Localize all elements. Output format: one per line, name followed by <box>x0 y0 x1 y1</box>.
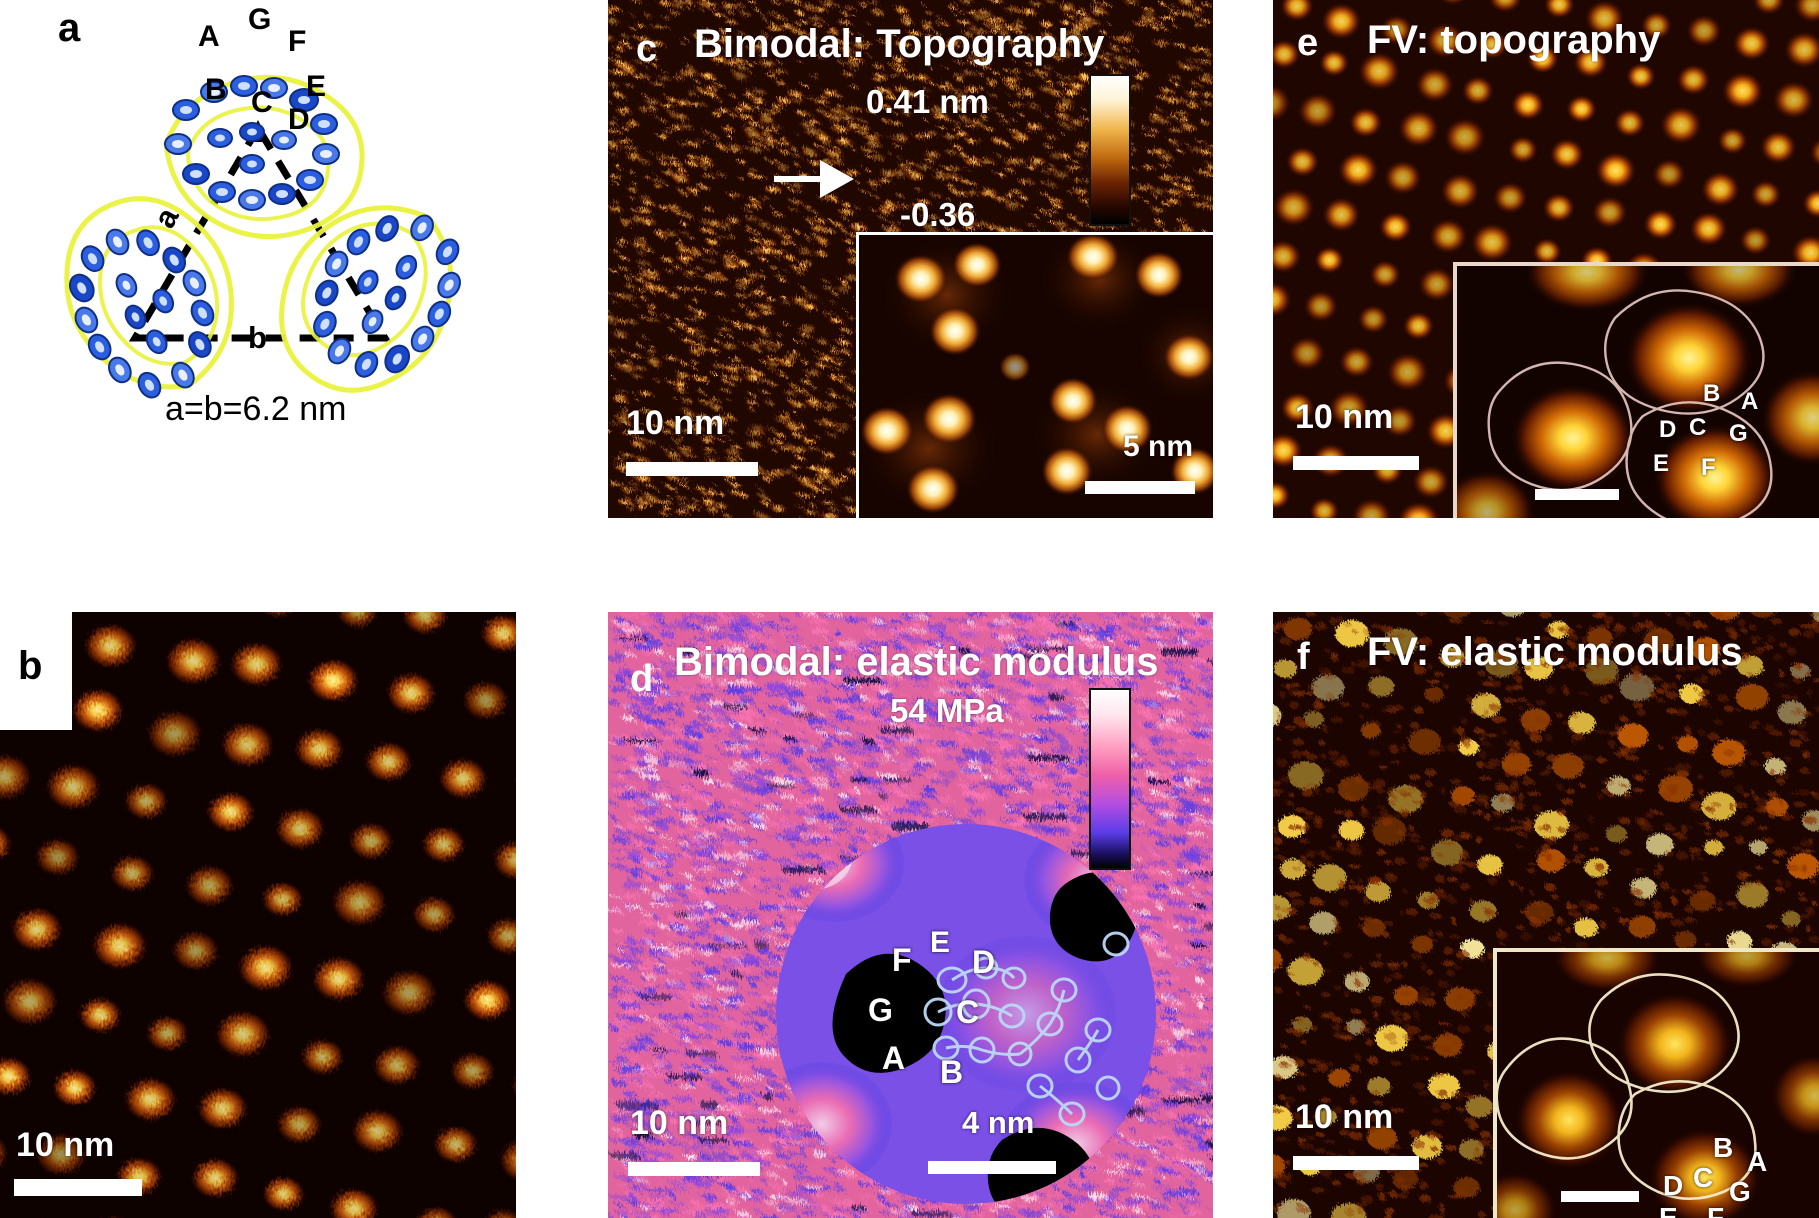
panel-d-inset-subunit-E: E <box>930 926 951 959</box>
panel-b-corner-notch <box>0 612 72 730</box>
panel-e-letter: e <box>1297 22 1319 64</box>
panel-e-inset-subunit-F: F <box>1701 454 1716 481</box>
panel-f-fv-elastic-modulus: f FV: elastic modulus 10 nm <box>1273 612 1819 1218</box>
panel-c-inset-scale-label: 5 nm <box>1122 430 1193 463</box>
panel-c-scale-label: 10 nm <box>626 404 725 442</box>
panel-c-colorbar-min: -0.36 <box>900 196 976 233</box>
panel-d-letter: d <box>630 658 654 700</box>
panel-d-inset-scale-bar <box>928 1161 1056 1174</box>
subunit-label-E: E <box>306 70 327 103</box>
panel-c-arrow-icon <box>774 160 854 198</box>
subunit-label-F: F <box>288 25 307 58</box>
panel-c-letter: c <box>636 28 658 70</box>
helix-cluster-right <box>233 150 520 449</box>
subunit-label-B: B <box>205 73 227 106</box>
panel-f-title: FV: elastic modulus <box>1367 630 1743 674</box>
panel-d-inset-subunit-F: F <box>892 942 912 978</box>
panel-e-inset: B A D C G E F <box>1453 262 1819 518</box>
subunit-label-G: G <box>248 3 272 36</box>
panel-c-inset-image <box>859 235 1213 518</box>
panel-e-inset-scale-bar <box>1535 489 1619 500</box>
panel-d-inset-subunit-A: A <box>882 1040 906 1076</box>
panel-f-inset-subunit-D: D <box>1663 1170 1684 1201</box>
panel-c-scale-bar <box>626 462 758 476</box>
panel-d-scale-label: 10 nm <box>630 1104 729 1142</box>
lattice-dimension-text: a=b=6.2 nm <box>165 390 347 428</box>
panel-c-colorbar <box>1089 74 1131 226</box>
panel-e-scale-bar <box>1293 456 1419 470</box>
panel-b-scale-bar <box>14 1179 142 1196</box>
helix-cluster-left <box>0 150 287 449</box>
panel-f-letter: f <box>1297 636 1310 678</box>
panel-d-inset-scale-label: 4 nm <box>962 1105 1035 1140</box>
panel-f-scale-bar <box>1293 1156 1419 1170</box>
panel-b-letter: b <box>18 644 43 688</box>
panel-e-inset-subunit-G: G <box>1729 420 1748 447</box>
panel-f-inset-subunit-E: E <box>1659 1202 1678 1218</box>
panel-f-scale-label: 10 nm <box>1295 1098 1394 1136</box>
panel-f-inset-scale-bar <box>1561 1191 1639 1202</box>
panel-c-bimodal-topography: c Bimodal: Topography 0.41 nm -0.36 10 n… <box>608 0 1213 518</box>
panel-c-inset: 5 nm <box>856 232 1213 518</box>
panel-d-colorbar <box>1089 688 1131 870</box>
panel-e-inset-subunit-D: D <box>1659 416 1677 443</box>
panel-f-inset-subunit-G: G <box>1729 1176 1751 1207</box>
helix-cluster-top <box>148 52 378 242</box>
panel-e-fv-topography: e FV: topography 10 nm <box>1273 0 1819 518</box>
panel-f-inset-subunit-A: A <box>1747 1146 1768 1177</box>
panel-b-afm-topography: b 10 nm <box>0 612 516 1218</box>
panel-e-scale-label: 10 nm <box>1295 398 1394 436</box>
panel-e-title: FV: topography <box>1367 18 1661 62</box>
panel-d-inset-subunit-G: G <box>868 992 893 1028</box>
panel-e-inset-subunit-C: C <box>1689 414 1707 441</box>
panel-b-scale-label: 10 nm <box>16 1126 115 1164</box>
subunit-label-A: A <box>198 20 220 53</box>
panel-e-inset-subunit-B: B <box>1703 380 1721 407</box>
subunit-label-C: C <box>251 86 273 119</box>
panel-c-title: Bimodal: Topography <box>694 22 1105 66</box>
panel-c-colorbar-max: 0.41 nm <box>866 83 989 120</box>
panel-d-colorbar-max: 54 MPa <box>890 692 1004 729</box>
panel-d-inset-subunit-D: D <box>972 944 996 980</box>
panel-d-scale-bar <box>628 1162 760 1176</box>
panel-e-inset-subunit-E: E <box>1653 450 1670 477</box>
panel-f-inset-image <box>1497 952 1819 1218</box>
panel-f-inset: B A D C G E F <box>1493 948 1819 1218</box>
panel-f-inset-subunit-B: B <box>1713 1132 1734 1163</box>
panel-e-inset-subunit-A: A <box>1741 388 1759 415</box>
subunit-label-D: D <box>288 103 310 136</box>
panel-f-inset-subunit-C: C <box>1693 1162 1714 1193</box>
panel-a-structure: a <box>0 0 520 520</box>
panel-c-inset-scale-bar <box>1085 481 1195 494</box>
panel-d-inset-subunit-B: B <box>940 1054 964 1090</box>
panel-a-letter: a <box>58 6 81 50</box>
panel-d-inset-molecule-overlay <box>923 931 1130 1127</box>
panel-f-inset-subunit-F: F <box>1707 1202 1725 1218</box>
lattice-label-b: b <box>248 320 267 355</box>
panel-d-inset-subunit-C: C <box>956 994 980 1030</box>
panel-d-title: Bimodal: elastic modulus <box>674 640 1159 684</box>
panel-d-bimodal-elastic-modulus: d Bimodal: elastic modulus 54 MPa 16 10 … <box>608 612 1213 1218</box>
panel-e-inset-image <box>1457 266 1819 518</box>
panel-d-inset: F E D G C A B <box>776 824 1156 1204</box>
